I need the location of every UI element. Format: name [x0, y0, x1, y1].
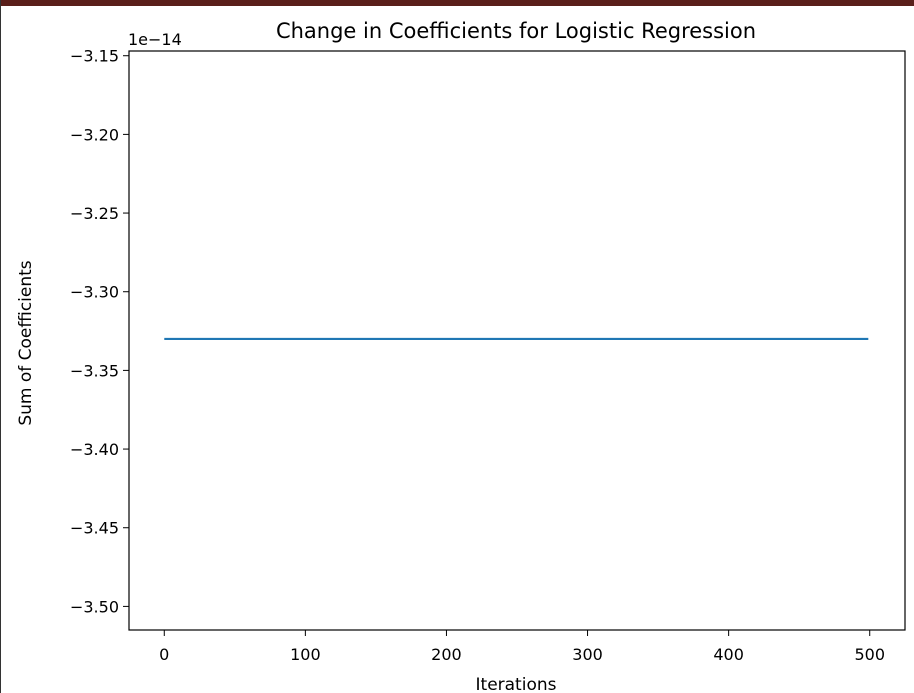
x-tick-label: 300 [572, 645, 603, 664]
window-top-strip [0, 0, 914, 6]
y-tick-label: −3.50 [70, 597, 119, 616]
x-tick-label: 100 [290, 645, 321, 664]
chart-title: Change in Coefficients for Logistic Regr… [276, 19, 756, 43]
x-tick-label: 0 [159, 645, 169, 664]
x-tick-label: 400 [713, 645, 744, 664]
x-axis-ticks: 0 100 200 300 400 500 [159, 630, 885, 664]
y-tick-label: −3.35 [70, 361, 119, 380]
y-tick-label: −3.15 [70, 47, 119, 66]
y-axis-offset-label: 1e−14 [128, 30, 182, 49]
x-tick-label: 500 [854, 645, 885, 664]
x-axis-title: Iterations [476, 675, 557, 693]
y-tick-label: −3.40 [70, 440, 119, 459]
window-left-border [0, 0, 1, 693]
plot-area-frame [128, 50, 906, 631]
y-tick-label: −3.20 [70, 125, 119, 144]
y-tick-label: −3.30 [70, 283, 119, 302]
y-tick-label: −3.25 [70, 204, 119, 223]
axes-frame [128, 50, 906, 631]
y-tick-label: −3.45 [70, 519, 119, 538]
y-axis-ticks: −3.15 −3.20 −3.25 −3.30 −3.35 −3.40 −3.45 −3.50 [70, 47, 129, 616]
x-tick-label: 200 [431, 645, 462, 664]
y-axis-title: Sum of Coefficients [16, 260, 36, 425]
